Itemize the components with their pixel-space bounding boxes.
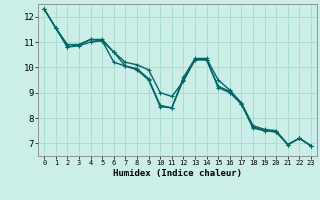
X-axis label: Humidex (Indice chaleur): Humidex (Indice chaleur) — [113, 169, 242, 178]
